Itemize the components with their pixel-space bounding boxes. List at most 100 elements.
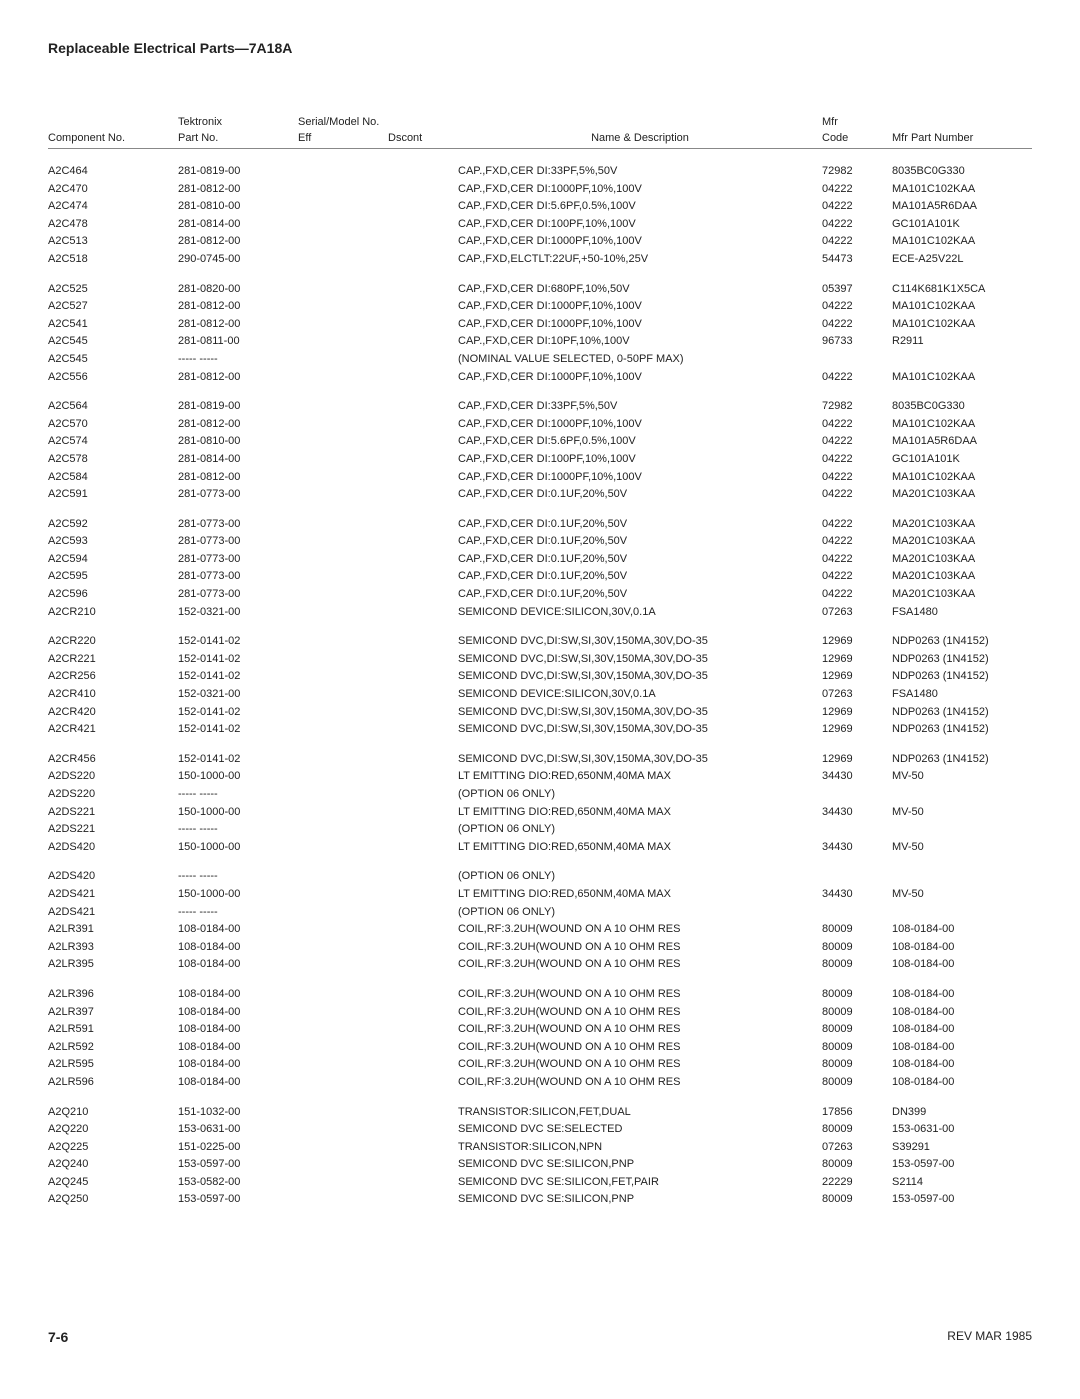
- part-no: 150-1000-00: [178, 804, 298, 822]
- dscont: [388, 1191, 458, 1209]
- mfr-part-number: [892, 786, 1032, 804]
- component-no: A2C592: [48, 516, 178, 534]
- eff: [298, 551, 388, 569]
- part-no: 152-0141-02: [178, 668, 298, 686]
- eff: [298, 956, 388, 974]
- part-no: 108-0184-00: [178, 1074, 298, 1092]
- dscont: [388, 433, 458, 451]
- mfr-code: 80009: [822, 1056, 892, 1074]
- eff: [298, 1191, 388, 1209]
- table-row: A2C470281-0812-00CAP.,FXD,CER DI:1000PF,…: [48, 181, 1032, 199]
- description: COIL,RF:3.2UH(WOUND ON A 10 OHM RES: [458, 1021, 822, 1039]
- eff: [298, 416, 388, 434]
- table-row: A2Q250153-0597-00SEMICOND DVC SE:SILICON…: [48, 1191, 1032, 1209]
- description: LT EMITTING DIO:RED,650NM,40MA MAX: [458, 886, 822, 904]
- component-no: A2LR396: [48, 986, 178, 1004]
- eff: [298, 721, 388, 739]
- mfr-part-number: [892, 821, 1032, 839]
- mfr-code: 04222: [822, 198, 892, 216]
- part-no: ----- -----: [178, 786, 298, 804]
- component-no: A2Q225: [48, 1139, 178, 1157]
- eff: [298, 333, 388, 351]
- description: CAP.,FXD,CER DI:0.1UF,20%,50V: [458, 516, 822, 534]
- description: SEMICOND DVC,DI:SW,SI,30V,150MA,30V,DO-3…: [458, 704, 822, 722]
- part-no: 281-0810-00: [178, 198, 298, 216]
- part-no: 281-0812-00: [178, 298, 298, 316]
- component-no: A2C527: [48, 298, 178, 316]
- description: TRANSISTOR:SILICON,FET,DUAL: [458, 1104, 822, 1122]
- dscont: [388, 886, 458, 904]
- description: LT EMITTING DIO:RED,650NM,40MA MAX: [458, 804, 822, 822]
- part-no: 108-0184-00: [178, 1021, 298, 1039]
- component-no: A2C474: [48, 198, 178, 216]
- component-no: A2DS420: [48, 868, 178, 886]
- mfr-part-number: S39291: [892, 1139, 1032, 1157]
- mfr-code: 12969: [822, 721, 892, 739]
- mfr-code: 80009: [822, 939, 892, 957]
- part-no: 281-0773-00: [178, 568, 298, 586]
- description: CAP.,FXD,CER DI:1000PF,10%,100V: [458, 298, 822, 316]
- eff: [298, 163, 388, 181]
- mfr-code: 04222: [822, 369, 892, 387]
- part-no: 152-0141-02: [178, 721, 298, 739]
- table-row: A2DS221150-1000-00LT EMITTING DIO:RED,65…: [48, 804, 1032, 822]
- dscont: [388, 163, 458, 181]
- description: SEMICOND DVC SE:SILICON,PNP: [458, 1191, 822, 1209]
- description: (OPTION 06 ONLY): [458, 786, 822, 804]
- eff: [298, 433, 388, 451]
- table-row: A2DS421----- -----(OPTION 06 ONLY): [48, 904, 1032, 922]
- mfr-code: 04222: [822, 216, 892, 234]
- description: CAP.,FXD,CER DI:1000PF,10%,100V: [458, 469, 822, 487]
- mfr-code: [822, 786, 892, 804]
- table-row: A2Q240153-0597-00SEMICOND DVC SE:SILICON…: [48, 1156, 1032, 1174]
- part-no: 281-0812-00: [178, 416, 298, 434]
- component-no: A2C525: [48, 281, 178, 299]
- table-row: A2LR395108-0184-00COIL,RF:3.2UH(WOUND ON…: [48, 956, 1032, 974]
- table-row: A2LR592108-0184-00COIL,RF:3.2UH(WOUND ON…: [48, 1039, 1032, 1057]
- table-row: A2C570281-0812-00CAP.,FXD,CER DI:1000PF,…: [48, 416, 1032, 434]
- part-no: 108-0184-00: [178, 921, 298, 939]
- part-no: 153-0631-00: [178, 1121, 298, 1139]
- table-row: A2C513281-0812-00CAP.,FXD,CER DI:1000PF,…: [48, 233, 1032, 251]
- table-row: A2Q220153-0631-00SEMICOND DVC SE:SELECTE…: [48, 1121, 1032, 1139]
- part-no: 281-0810-00: [178, 433, 298, 451]
- part-no: 153-0582-00: [178, 1174, 298, 1192]
- eff: [298, 868, 388, 886]
- mfr-part-number: GC101A101K: [892, 451, 1032, 469]
- mfr-code: [822, 868, 892, 886]
- part-no: 150-1000-00: [178, 839, 298, 857]
- component-no: A2CR421: [48, 721, 178, 739]
- mfr-code: 05397: [822, 281, 892, 299]
- dscont: [388, 668, 458, 686]
- eff: [298, 751, 388, 769]
- header-part-no: Part No.: [178, 132, 298, 144]
- dscont: [388, 1156, 458, 1174]
- table-row: A2C525281-0820-00CAP.,FXD,CER DI:680PF,1…: [48, 281, 1032, 299]
- description: CAP.,FXD,CER DI:1000PF,10%,100V: [458, 369, 822, 387]
- description: SEMICOND DVC,DI:SW,SI,30V,150MA,30V,DO-3…: [458, 668, 822, 686]
- mfr-code: 34430: [822, 886, 892, 904]
- component-no: A2C570: [48, 416, 178, 434]
- mfr-code: 12969: [822, 651, 892, 669]
- mfr-code: 80009: [822, 986, 892, 1004]
- mfr-part-number: MV-50: [892, 768, 1032, 786]
- table-row: A2C596281-0773-00CAP.,FXD,CER DI:0.1UF,2…: [48, 586, 1032, 604]
- mfr-code: 80009: [822, 1121, 892, 1139]
- component-no: A2C545: [48, 351, 178, 369]
- dscont: [388, 751, 458, 769]
- component-no: A2C518: [48, 251, 178, 269]
- mfr-code: 07263: [822, 1139, 892, 1157]
- part-no: 108-0184-00: [178, 956, 298, 974]
- component-no: A2C596: [48, 586, 178, 604]
- component-no: A2Q210: [48, 1104, 178, 1122]
- dscont: [388, 904, 458, 922]
- mfr-part-number: FSA1480: [892, 686, 1032, 704]
- description: SEMICOND DEVICE:SILICON,30V,0.1A: [458, 604, 822, 622]
- component-no: A2LR393: [48, 939, 178, 957]
- mfr-part-number: NDP0263 (1N4152): [892, 668, 1032, 686]
- dscont: [388, 1121, 458, 1139]
- description: COIL,RF:3.2UH(WOUND ON A 10 OHM RES: [458, 921, 822, 939]
- component-no: A2DS220: [48, 786, 178, 804]
- mfr-code: 80009: [822, 1004, 892, 1022]
- description: SEMICOND DVC SE:SELECTED: [458, 1121, 822, 1139]
